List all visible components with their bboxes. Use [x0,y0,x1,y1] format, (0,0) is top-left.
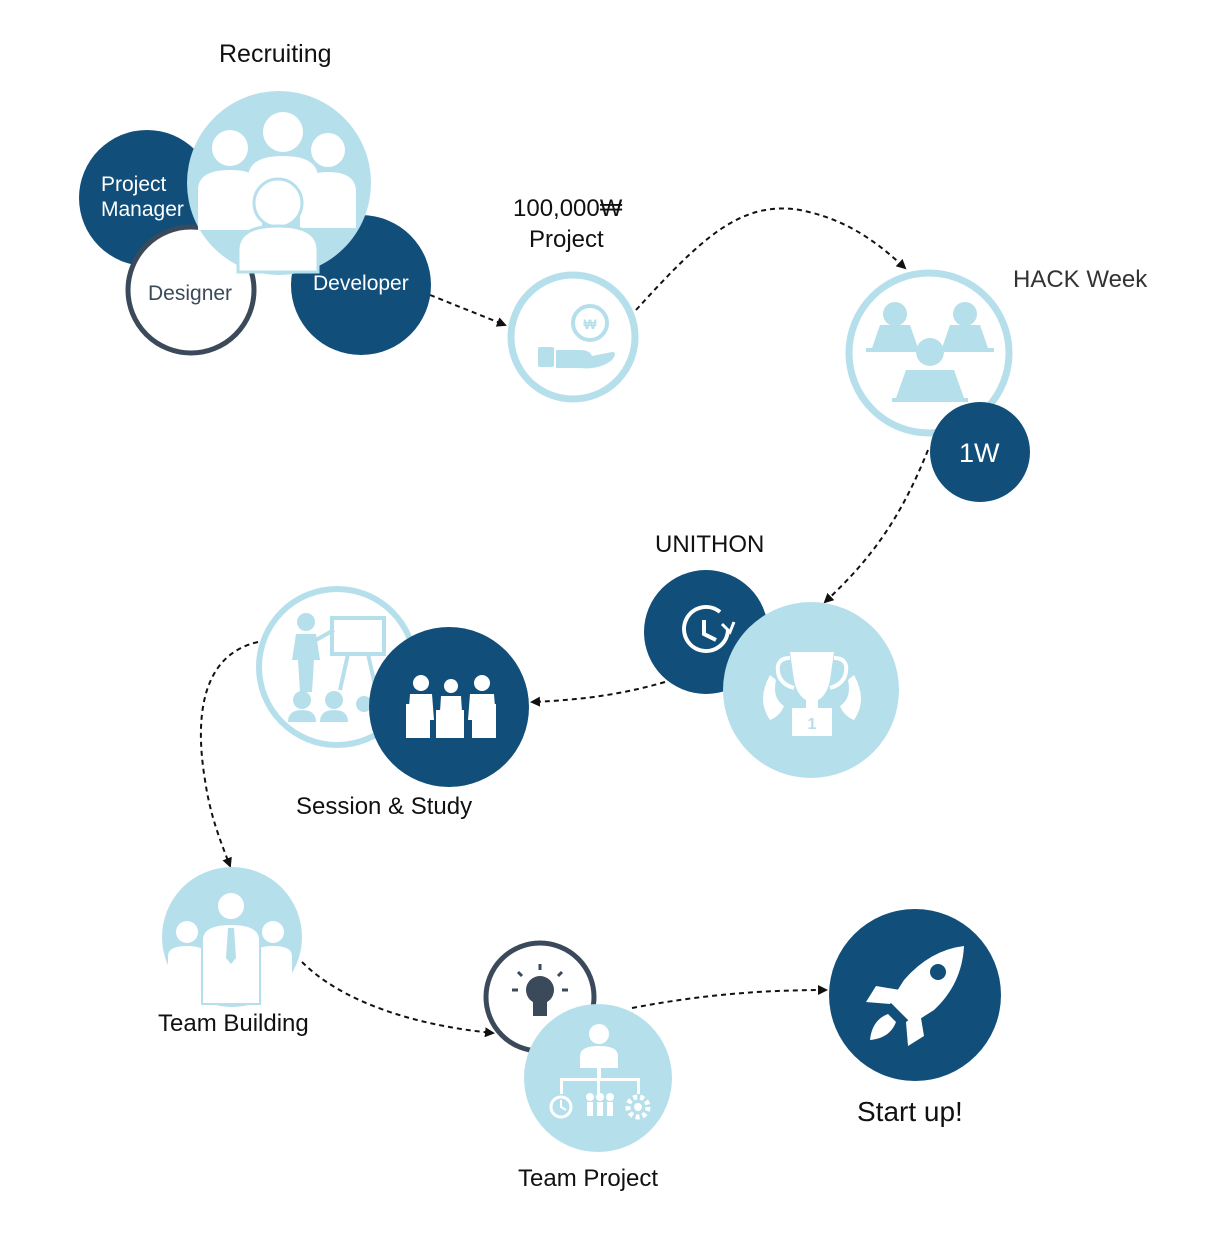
start-up-group [829,909,1001,1081]
svg-text:1: 1 [808,716,817,733]
team-project-title: Team Project [518,1165,659,1192]
session-study-title: Session & Study [296,793,473,820]
one-week-badge [930,402,1030,502]
unithon-title: UNITHON [655,531,765,558]
session-study-group [256,586,529,787]
arrow-teambuilding-to-teamproject [301,961,495,1038]
team-building-group [162,867,302,1007]
people-group-icon [198,112,356,274]
start-up-title: Start up! [857,1096,963,1127]
presentation-icon [288,613,386,722]
arrow-hackweek-to-unithon [823,449,929,604]
developer-label: Developer [313,272,409,295]
hand-coin-icon: ₩ [538,304,615,369]
rocket-icon [866,946,964,1046]
project-fund-circle [507,271,639,403]
project-fund-amount: 100,000₩ [513,195,623,222]
designer-circle [125,224,257,356]
arrow-project-to-hackweek [635,207,907,311]
lightbulb-icon [512,964,568,1016]
trophy-icon: 1 [763,652,861,736]
org-chart-icon [549,1024,651,1120]
recruiting-title: Recruiting [219,40,332,68]
business-team-icon [168,891,292,1005]
arrow-recruiting-to-project [429,294,507,327]
meeting-icon [406,675,496,738]
arrow-session-to-teambuilding [199,641,259,868]
arrow-teamproject-to-startup [631,985,828,1009]
one-week-badge-label: 1W [959,438,1000,468]
team-project-group [483,940,672,1152]
clock-icon [682,604,736,653]
hack-week-group [845,269,1030,502]
project-fund-group: ₩ [507,271,639,403]
team-building-title: Team Building [158,1010,309,1037]
arrow-unithon-to-session [530,681,666,707]
svg-text:₩: ₩ [583,316,597,332]
designer-label: Designer [148,282,233,305]
hack-week-title: HACK Week [1013,266,1148,293]
recruiting-group [79,91,431,356]
flow-connectors [199,207,929,1038]
team-laptops-icon [866,302,994,402]
project-fund-label: Project [529,226,604,253]
project-manager-label: Project Manager [101,173,184,221]
unithon-group: 1 [644,570,899,778]
